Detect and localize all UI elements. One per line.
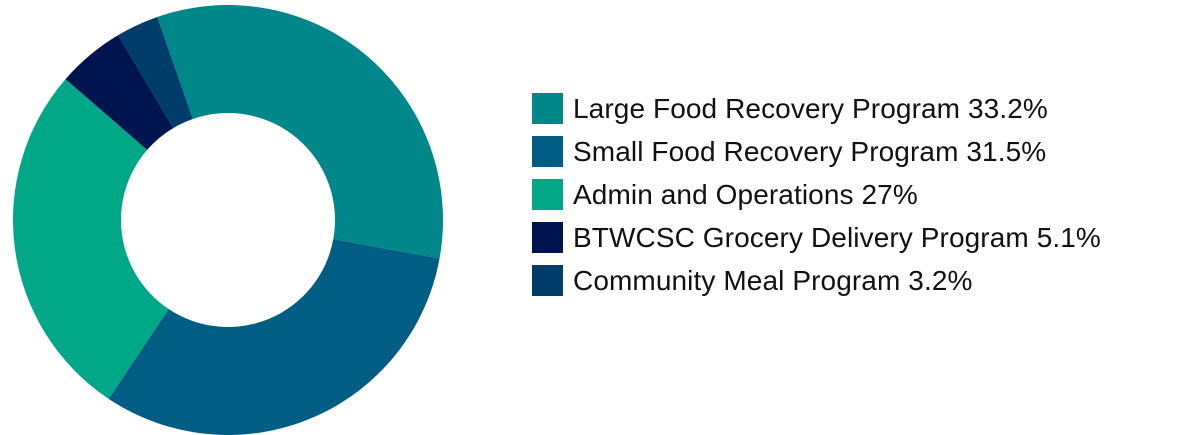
- legend-item: Admin and Operations 27%: [532, 173, 1101, 216]
- donut-slice: [12, 79, 169, 399]
- legend-item: BTWCSC Grocery Delivery Program 5.1%: [532, 216, 1101, 259]
- legend-swatch: [532, 93, 563, 124]
- legend-item: Small Food Recovery Program 31.5%: [532, 130, 1101, 173]
- legend-label: Large Food Recovery Program 33.2%: [573, 92, 1048, 124]
- chart-legend: Large Food Recovery Program 33.2% Small …: [532, 87, 1101, 302]
- legend-label: Admin and Operations 27%: [573, 178, 918, 210]
- legend-label: Community Meal Program 3.2%: [573, 264, 973, 296]
- donut-slice: [118, 16, 193, 129]
- legend-swatch: [532, 222, 563, 253]
- legend-item: Community Meal Program 3.2%: [532, 259, 1101, 302]
- donut-slice: [108, 239, 440, 435]
- legend-swatch: [532, 136, 563, 167]
- legend-label: BTWCSC Grocery Delivery Program 5.1%: [573, 221, 1101, 253]
- legend-swatch: [532, 179, 563, 210]
- legend-item: Large Food Recovery Program 33.2%: [532, 87, 1101, 130]
- legend-label: Small Food Recovery Program 31.5%: [573, 135, 1047, 167]
- legend-swatch: [532, 265, 563, 296]
- donut-slice: [65, 35, 174, 150]
- donut-chart: [12, 5, 443, 435]
- donut-slice: [157, 5, 443, 259]
